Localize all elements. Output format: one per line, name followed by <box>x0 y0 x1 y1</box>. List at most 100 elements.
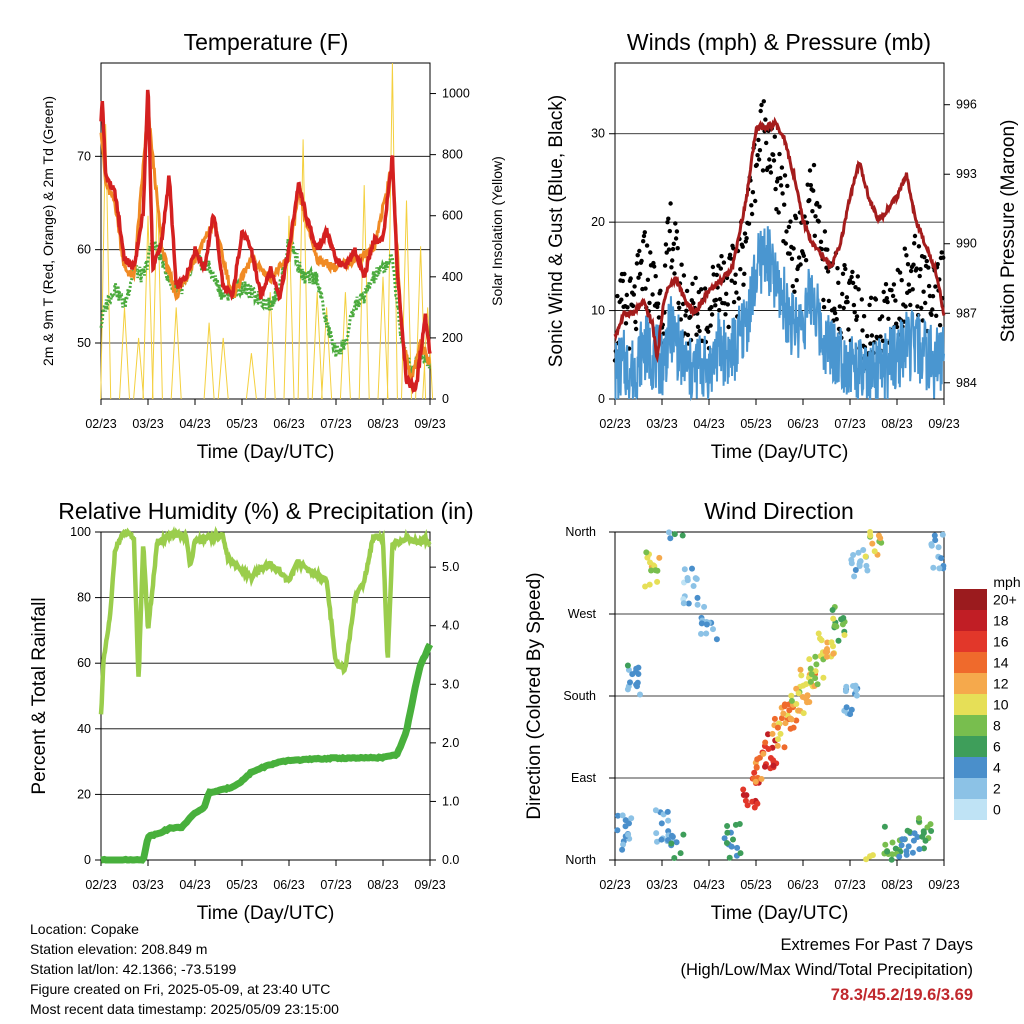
colorbar-swatch <box>954 694 987 715</box>
gust-point <box>780 191 785 196</box>
gust-point <box>929 312 934 317</box>
colorbar-label: 6 <box>993 739 1001 755</box>
gust-point <box>926 265 931 270</box>
direction-point <box>732 821 739 828</box>
gust-point <box>783 241 788 246</box>
direction-point <box>753 764 760 771</box>
direction-point <box>898 842 905 849</box>
direction-point <box>629 671 636 678</box>
gust-point <box>693 275 698 281</box>
direction-point <box>881 823 888 830</box>
gust-point <box>918 267 923 272</box>
gust-point <box>716 263 721 268</box>
x-tick-label: 04/23 <box>179 417 210 431</box>
direction-point <box>857 558 863 565</box>
direction-point <box>774 742 781 749</box>
chart-title: Winds (mph) & Pressure (mb) <box>627 29 931 55</box>
direction-point <box>889 839 896 846</box>
gust-point <box>668 201 673 206</box>
gust-point <box>906 282 911 287</box>
x-tick-label: 09/23 <box>928 878 959 892</box>
direction-point <box>726 854 733 861</box>
gust-point <box>937 323 943 328</box>
gust-point <box>772 134 777 139</box>
x-tick-label: 08/23 <box>367 878 398 892</box>
gust-point <box>850 269 855 275</box>
direction-point <box>713 636 720 643</box>
direction-point <box>788 697 795 704</box>
gust-point <box>908 268 914 274</box>
gust-point <box>670 246 676 252</box>
direction-point <box>863 562 870 569</box>
gust-point <box>726 324 731 330</box>
direction-point <box>777 730 784 737</box>
colorbar-label: 14 <box>993 655 1009 671</box>
gust-point <box>812 233 817 238</box>
gust-point <box>785 183 790 189</box>
gust-point <box>778 175 783 181</box>
gust-point <box>811 188 816 193</box>
gust-point <box>923 300 928 306</box>
direction-point <box>728 843 735 850</box>
gust-point <box>910 287 915 292</box>
y2-tick-label: 0 <box>442 392 449 406</box>
direction-point <box>807 665 814 672</box>
gust-point <box>777 151 782 157</box>
colorbar-swatch <box>954 631 987 652</box>
gust-point <box>732 280 738 285</box>
solar-spike <box>264 292 276 400</box>
solar-spike <box>422 307 434 400</box>
direction-point <box>740 786 747 793</box>
gust-point <box>685 332 691 338</box>
gust-point <box>680 301 686 307</box>
direction-point <box>914 834 921 840</box>
gust-point <box>724 275 730 281</box>
gust-point <box>756 157 762 162</box>
direction-point <box>693 576 700 582</box>
direction-point <box>643 549 650 556</box>
gust-point <box>924 258 929 264</box>
x-tick-label: 04/23 <box>179 878 210 892</box>
direction-point <box>823 653 830 660</box>
direction-point <box>901 836 908 843</box>
x-tick-label: 07/23 <box>320 878 351 892</box>
solar-spike <box>377 276 389 400</box>
gust-point <box>641 239 646 244</box>
direction-point <box>754 800 761 807</box>
colorbar-label: 0 <box>993 802 1001 818</box>
chart-title: Relative Humidity (%) & Precipitation (i… <box>58 498 473 524</box>
direction-point <box>652 567 659 574</box>
direction-point <box>737 850 744 857</box>
colorbar-swatch <box>954 652 987 673</box>
gust-point <box>883 282 889 287</box>
x-tick-label: 02/23 <box>85 878 116 892</box>
x-tick-label: 02/23 <box>85 417 116 431</box>
direction-point <box>916 846 923 853</box>
gust-point <box>642 230 647 235</box>
x-tick-label: 08/23 <box>881 878 912 892</box>
gust-point <box>843 266 848 272</box>
y-tick-label: 30 <box>591 127 605 141</box>
gust-point <box>869 333 875 338</box>
gust-point <box>787 251 792 256</box>
created-text: Figure created on Fri, 2025-05-09, at 23… <box>30 981 331 997</box>
direction-point <box>795 707 802 714</box>
gust-point <box>868 341 873 346</box>
gust-point <box>768 170 774 175</box>
gust-point <box>708 323 713 328</box>
gust-point <box>731 299 737 305</box>
gust-point <box>628 276 633 281</box>
temp-2m-line <box>99 89 432 395</box>
gust-point <box>776 210 781 215</box>
direction-point <box>774 724 781 731</box>
gust-point <box>908 302 913 308</box>
direction-point <box>781 701 788 708</box>
gust-point <box>633 319 638 325</box>
gust-point <box>845 299 850 305</box>
direction-point <box>799 694 806 700</box>
direction-point <box>656 554 663 561</box>
gust-point <box>758 108 763 114</box>
y-tick-label: 10 <box>591 304 605 318</box>
x-tick-label: 07/23 <box>834 417 865 431</box>
x-tick-label: 03/23 <box>646 417 677 431</box>
